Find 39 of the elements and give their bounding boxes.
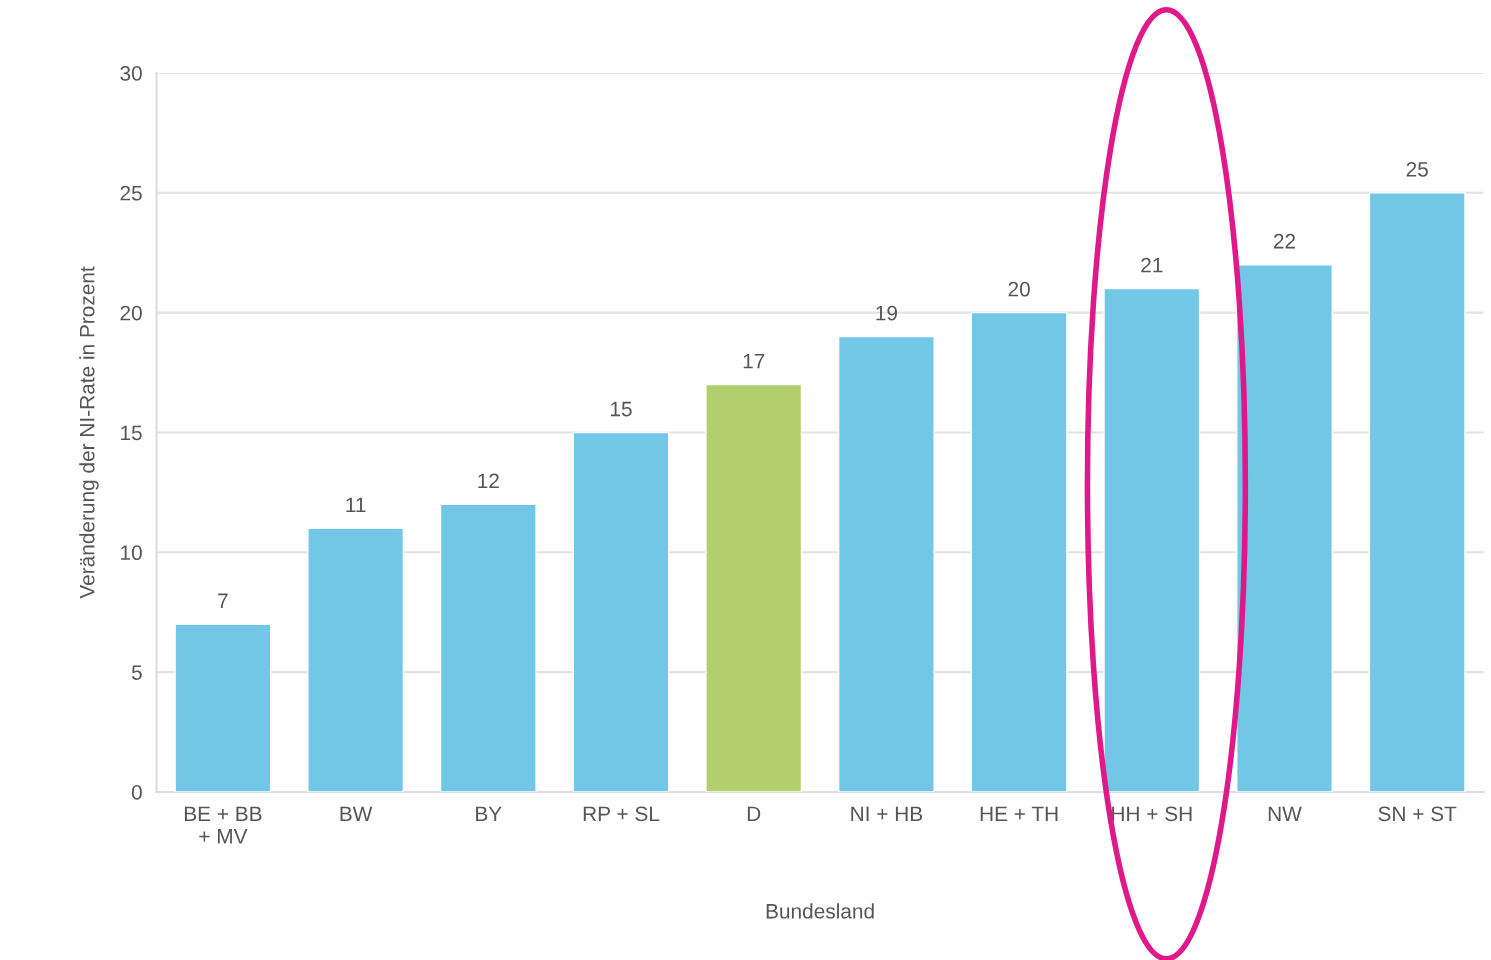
x-axis-title: Bundesland <box>766 903 874 919</box>
bar <box>1103 287 1201 792</box>
data-label: 7 <box>218 593 228 608</box>
x-tick-label: BY <box>476 806 502 821</box>
bar <box>439 503 537 792</box>
data-label: 19 <box>876 305 897 321</box>
y-tick-label: 25 <box>120 185 142 201</box>
data-label: 22 <box>1273 233 1296 249</box>
x-tick-label: NI + HB <box>851 806 923 821</box>
bar <box>307 527 405 792</box>
y-tick-label: 30 <box>120 65 142 81</box>
data-label: 15 <box>611 401 632 417</box>
y-tick-label: 15 <box>121 425 142 441</box>
data-label: 11 <box>346 497 366 513</box>
y-tick-label: 10 <box>121 545 142 561</box>
bar <box>1368 192 1466 792</box>
x-tick-label: BE + BB + MV <box>184 806 262 844</box>
x-tick-label: NW <box>1268 806 1302 821</box>
bar <box>970 311 1068 792</box>
x-tick-label: D <box>747 806 761 821</box>
bar <box>705 383 803 792</box>
y-tick-label: 20 <box>120 305 142 321</box>
data-label: 25 <box>1406 161 1428 177</box>
data-label: 20 <box>1008 281 1030 297</box>
bar <box>1236 264 1333 792</box>
bar <box>572 431 670 792</box>
data-label: 21 <box>1141 257 1163 273</box>
x-tick-label: SN + ST <box>1378 806 1457 822</box>
y-tick-label: 0 <box>131 785 142 800</box>
x-tick-label: RP + SL <box>583 806 660 822</box>
y-axis-title: Veränderung der NI-Rate in Prozent <box>79 266 99 599</box>
x-tick-label: HE + TH <box>980 806 1058 821</box>
data-label: 17 <box>743 353 765 369</box>
x-tick-label: BW <box>340 806 373 821</box>
bar <box>174 623 272 792</box>
y-tick-label: 5 <box>131 665 142 680</box>
data-label: 12 <box>478 473 499 489</box>
bar <box>837 335 935 792</box>
x-tick-label: HH + SH <box>1112 806 1192 822</box>
